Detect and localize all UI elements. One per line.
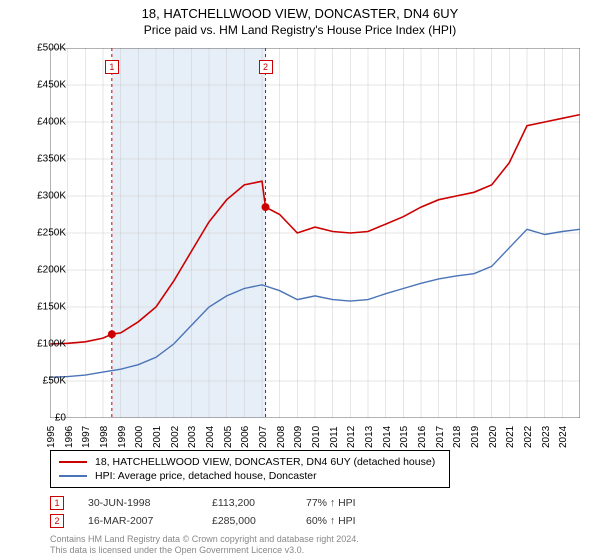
x-tick-label: 2012 — [346, 426, 357, 448]
sale-row: 2 16-MAR-2007 £285,000 60% ↑ HPI — [50, 512, 386, 530]
legend: 18, HATCHELLWOOD VIEW, DONCASTER, DN4 6U… — [50, 450, 450, 488]
x-tick-label: 1997 — [81, 426, 92, 448]
x-tick-label: 1998 — [99, 426, 110, 448]
x-tick-label: 1999 — [117, 426, 128, 448]
x-tick-label: 2002 — [170, 426, 181, 448]
x-tick-label: 2015 — [399, 426, 410, 448]
x-tick-label: 2010 — [311, 426, 322, 448]
sale-price: £113,200 — [212, 497, 282, 509]
title-block: 18, HATCHELLWOOD VIEW, DONCASTER, DN4 6U… — [0, 0, 600, 37]
chart-subtitle: Price paid vs. HM Land Registry's House … — [0, 23, 600, 37]
x-tick-label: 2005 — [223, 426, 234, 448]
x-tick-label: 1996 — [64, 426, 75, 448]
chart-plot-area — [50, 48, 580, 418]
legend-swatch — [59, 475, 87, 477]
attribution-line: This data is licensed under the Open Gov… — [50, 545, 359, 556]
x-tick-label: 2018 — [452, 426, 463, 448]
x-tick-label: 2003 — [187, 426, 198, 448]
x-tick-label: 2019 — [470, 426, 481, 448]
y-tick-label: £300K — [22, 191, 66, 202]
x-tick-label: 2001 — [152, 426, 163, 448]
x-tick-label: 2009 — [293, 426, 304, 448]
x-tick-label: 1995 — [46, 426, 57, 448]
sale-pct: 60% ↑ HPI — [306, 515, 386, 527]
x-tick-label: 2016 — [417, 426, 428, 448]
attribution: Contains HM Land Registry data © Crown c… — [50, 534, 359, 556]
sale-date: 16-MAR-2007 — [88, 515, 188, 527]
x-tick-label: 2011 — [329, 426, 340, 448]
x-tick-label: 2024 — [558, 426, 569, 448]
sale-row: 1 30-JUN-1998 £113,200 77% ↑ HPI — [50, 494, 386, 512]
x-tick-label: 2023 — [541, 426, 552, 448]
sale-marker-icon: 2 — [50, 514, 64, 528]
x-tick-label: 2007 — [258, 426, 269, 448]
legend-label: 18, HATCHELLWOOD VIEW, DONCASTER, DN4 6U… — [95, 456, 435, 468]
y-tick-label: £400K — [22, 117, 66, 128]
chart-container: 18, HATCHELLWOOD VIEW, DONCASTER, DN4 6U… — [0, 0, 600, 560]
chart-title: 18, HATCHELLWOOD VIEW, DONCASTER, DN4 6U… — [0, 6, 600, 21]
x-tick-label: 2008 — [276, 426, 287, 448]
y-tick-label: £500K — [22, 43, 66, 54]
sales-table: 1 30-JUN-1998 £113,200 77% ↑ HPI 2 16-MA… — [50, 494, 386, 530]
legend-label: HPI: Average price, detached house, Donc… — [95, 470, 317, 482]
y-tick-label: £450K — [22, 80, 66, 91]
x-tick-label: 2013 — [364, 426, 375, 448]
y-tick-label: £100K — [22, 339, 66, 350]
y-tick-label: £200K — [22, 265, 66, 276]
y-tick-label: £250K — [22, 228, 66, 239]
legend-swatch — [59, 461, 87, 463]
x-tick-label: 2021 — [505, 426, 516, 448]
x-tick-label: 2014 — [382, 426, 393, 448]
y-tick-label: £50K — [22, 376, 66, 387]
sale-price: £285,000 — [212, 515, 282, 527]
y-tick-label: £0 — [22, 413, 66, 424]
sale-pct: 77% ↑ HPI — [306, 497, 386, 509]
y-tick-label: £150K — [22, 302, 66, 313]
legend-item: HPI: Average price, detached house, Donc… — [59, 469, 441, 483]
attribution-line: Contains HM Land Registry data © Crown c… — [50, 534, 359, 545]
x-tick-label: 2017 — [435, 426, 446, 448]
legend-item: 18, HATCHELLWOOD VIEW, DONCASTER, DN4 6U… — [59, 455, 441, 469]
sale-marker-icon: 1 — [50, 496, 64, 510]
x-tick-label: 2022 — [523, 426, 534, 448]
sale-date: 30-JUN-1998 — [88, 497, 188, 509]
x-tick-label: 2000 — [134, 426, 145, 448]
x-tick-label: 2004 — [205, 426, 216, 448]
x-tick-label: 2020 — [488, 426, 499, 448]
y-tick-label: £350K — [22, 154, 66, 165]
chart-svg — [50, 48, 580, 418]
x-tick-label: 2006 — [240, 426, 251, 448]
